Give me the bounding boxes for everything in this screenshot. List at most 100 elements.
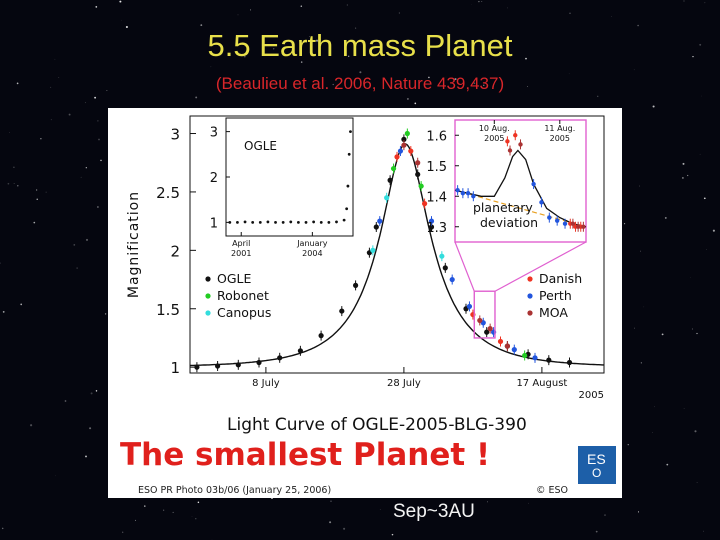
data-point-ogle [401,136,407,142]
inset-ogle-y-tick-label: 2 [210,171,218,186]
star [119,0,122,3]
star [36,198,38,200]
star [68,113,71,116]
y-axis-label: Magnification [126,191,142,298]
star [1,527,4,530]
star [639,250,642,252]
star [699,43,702,46]
star [163,509,165,511]
star [106,89,108,91]
star [568,73,570,75]
star [200,24,203,26]
inset-ogle-point [347,152,351,156]
star [104,313,107,315]
legend-marker-perth [527,293,533,299]
data-point-ogle [277,355,283,361]
data-point-moa [401,142,407,148]
star [55,475,56,477]
data-point-perth [532,355,538,361]
inset-deviation-point-perth [455,187,460,193]
legend-label: OGLE [217,271,251,286]
star [652,432,653,433]
star [701,95,703,97]
data-point-moa [487,326,493,332]
inset-deviation-point-perth [460,191,466,196]
inset-deviation-point-perth [465,191,471,196]
y-tick-label: 1.5 [156,301,180,319]
legend-marker-danish [527,276,533,282]
data-point-ogle [235,362,241,368]
inset-ogle-point [289,220,293,224]
inset-ogle-point [251,220,255,224]
inset-ogle-x-tick-label: January [296,239,328,248]
inset-deviation-point-moa [507,148,513,153]
data-point-ogle [353,282,359,288]
star [643,306,645,308]
star [135,519,137,521]
star [16,82,19,85]
star [332,83,334,86]
inset-ogle-y-tick-label: 1 [210,216,218,231]
star [300,61,303,63]
star [633,327,635,329]
inset-ogle-point [304,220,308,224]
star [696,482,698,483]
star [633,69,635,71]
inset-ogle-point [266,220,270,224]
star [487,501,488,503]
star [17,185,19,187]
star [483,84,485,87]
x-tick-label: 17 August [516,378,567,389]
star [9,132,11,133]
y-tick-label: 3 [170,126,180,144]
data-point-ogle [297,348,303,354]
star [379,509,381,510]
star [95,390,98,392]
overlay-separation: Sep~3AU [393,501,475,522]
inset-deviation-x-tick-label: 2005 [550,134,570,143]
star [654,406,655,408]
inset-ogle-point [274,220,277,224]
inset-deviation-point-perth [539,200,544,205]
star [666,463,669,466]
inset-ogle-x-tick-label: April [232,239,250,248]
star [85,455,87,458]
data-point-ogle [428,224,435,230]
main-plot-frame [189,115,605,374]
y-tick-label: 2.5 [156,184,180,202]
inset-ogle-point [342,218,346,222]
star [640,362,642,364]
data-point-ogle [194,364,200,370]
zoom-line-left [454,241,475,292]
data-point-canopus [370,247,376,253]
data-point-ogle [339,308,345,314]
star [20,303,23,306]
deviation-annotation: deviation [480,215,538,230]
star [84,102,86,104]
star [98,138,100,141]
star [597,95,599,97]
data-point-ogle [415,171,421,178]
inset-deviation-y-tick-label: 1.6 [426,129,447,144]
star [703,530,704,532]
data-point-robonet [522,352,528,359]
overlay-headline: The smallest Planet ! [120,437,491,473]
star [329,521,332,524]
inset-ogle-point [258,220,262,224]
star [398,12,400,14]
star [85,238,89,241]
eso-logo-text-main: ES [587,451,606,467]
data-point-perth [377,218,383,224]
data-point-robonet [418,183,424,189]
star [704,2,706,4]
star [343,527,346,530]
data-point-danish [394,154,400,160]
star [712,229,715,232]
star [273,48,275,50]
star [406,97,409,100]
data-point-ogle [318,333,324,339]
star [54,58,56,60]
star [80,176,82,178]
star [330,500,332,502]
zoom-line-right [494,241,587,292]
